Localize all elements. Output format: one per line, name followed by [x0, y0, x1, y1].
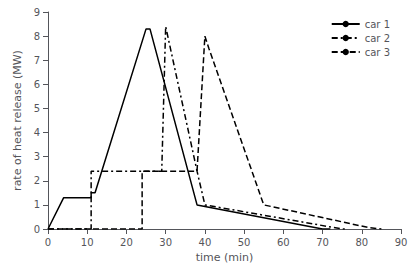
svg-text:2: 2 [34, 175, 40, 186]
svg-text:10: 10 [81, 237, 94, 248]
svg-text:3: 3 [34, 151, 40, 162]
svg-text:90: 90 [395, 237, 408, 248]
svg-text:car 1: car 1 [365, 19, 390, 30]
svg-text:0: 0 [45, 237, 51, 248]
svg-text:30: 30 [159, 237, 172, 248]
svg-text:50: 50 [238, 237, 251, 248]
svg-text:60: 60 [277, 237, 290, 248]
svg-text:80: 80 [355, 237, 368, 248]
svg-text:6: 6 [34, 79, 40, 90]
svg-text:0: 0 [34, 224, 40, 235]
svg-text:time (min): time (min) [196, 251, 254, 264]
svg-text:7: 7 [34, 55, 40, 66]
svg-text:car 2: car 2 [365, 33, 390, 44]
svg-text:20: 20 [120, 237, 133, 248]
svg-text:5: 5 [34, 103, 40, 114]
svg-text:9: 9 [34, 7, 40, 18]
svg-text:4: 4 [34, 127, 40, 138]
svg-text:8: 8 [34, 31, 40, 42]
svg-text:40: 40 [199, 237, 212, 248]
svg-text:car 3: car 3 [365, 47, 390, 58]
svg-text:rate of heat release (MW): rate of heat release (MW) [11, 50, 24, 191]
svg-text:1: 1 [34, 199, 40, 210]
svg-text:70: 70 [316, 237, 329, 248]
